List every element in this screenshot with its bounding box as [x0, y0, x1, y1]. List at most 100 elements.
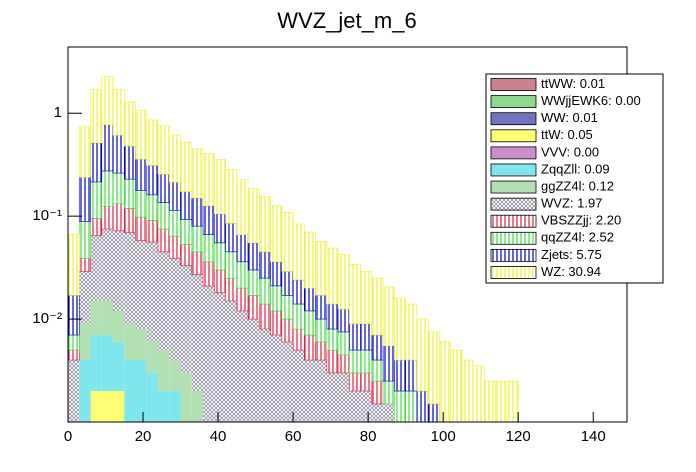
histogram-bar [225, 277, 238, 302]
histogram-bar [315, 240, 328, 296]
histogram-bar [225, 223, 238, 253]
histogram-bar [371, 334, 384, 361]
histogram-bar [382, 345, 395, 382]
histogram-bar [191, 225, 204, 253]
histogram-bar [304, 310, 316, 336]
histogram-bar [326, 349, 339, 374]
histogram-bar [202, 205, 215, 236]
histogram-bar [247, 269, 260, 296]
histogram-bar [371, 359, 384, 382]
histogram-bar [247, 242, 260, 271]
histogram-bar [90, 181, 103, 219]
histogram-bar [135, 240, 147, 330]
histogram-bar [281, 318, 294, 343]
histogram-bar [281, 271, 294, 296]
histogram-bar [315, 341, 328, 361]
histogram-bar [180, 191, 193, 220]
histogram-bar [450, 349, 463, 423]
legend-text: ggZZ4l: 0.12 [541, 178, 614, 193]
legend-swatch [490, 95, 537, 109]
histogram-bar [247, 188, 260, 244]
histogram-bar [180, 244, 193, 267]
histogram-bar [78, 126, 91, 178]
histogram-bar [90, 235, 102, 301]
histogram-bar [135, 216, 148, 241]
histogram-bar [67, 295, 80, 336]
histogram-bar [169, 258, 181, 361]
histogram-bar [79, 323, 91, 361]
histogram-bar [349, 323, 361, 351]
chart-title: WVZ_jet_m_6 [277, 8, 416, 33]
legend-swatch [490, 78, 537, 91]
histogram-bar [101, 229, 114, 301]
histogram-bar [191, 148, 204, 199]
histogram-bar [326, 372, 339, 422]
x-tick-label: 40 [210, 428, 227, 445]
histogram-bar [270, 310, 283, 336]
legend-text: VBSZZjj: 2.20 [541, 213, 621, 228]
legend-swatch [490, 214, 537, 228]
histogram-bar [158, 251, 170, 351]
histogram-bar [202, 261, 215, 287]
histogram-bar [349, 264, 361, 325]
histogram-bar [135, 110, 148, 160]
histogram-bar [191, 274, 204, 392]
y-tick-label: 10⁻² [32, 310, 62, 327]
histogram-bar [101, 335, 114, 392]
histogram-bar [146, 194, 159, 221]
histogram-bar [461, 359, 474, 423]
histogram-bar [124, 360, 136, 422]
histogram-bar [214, 269, 226, 294]
histogram-bar [169, 360, 181, 392]
histogram-bar [123, 101, 136, 147]
histogram-bar [113, 341, 125, 392]
histogram-bar [281, 295, 294, 320]
histogram-bar [405, 390, 418, 423]
x-tick-label: 0 [64, 428, 72, 445]
histogram-bar [292, 223, 305, 281]
histogram-bar [113, 230, 125, 311]
histogram-bar [259, 277, 271, 305]
histogram-bar [123, 208, 136, 234]
histogram-bar [405, 303, 418, 361]
legend-swatch [490, 129, 537, 143]
y-tick-label: 10⁻¹ [32, 207, 62, 224]
histogram-bar [326, 303, 339, 330]
histogram-bar [135, 158, 148, 191]
histogram-bar [270, 205, 283, 263]
histogram-bar [146, 119, 159, 166]
histogram-bar [360, 323, 373, 351]
histogram-bar [484, 380, 496, 423]
histogram-bar [78, 221, 91, 259]
histogram-bar [123, 145, 136, 180]
histogram-bar [225, 251, 238, 279]
histogram-bar [146, 242, 159, 342]
histogram-bar [337, 354, 350, 374]
histogram-bar [214, 213, 226, 244]
histogram-bar [416, 318, 429, 392]
legend-text: VVV: 0.00 [541, 144, 599, 159]
histogram-bar [112, 172, 125, 205]
x-tick-label: 20 [135, 428, 152, 445]
histogram-bar [191, 391, 204, 422]
histogram-bar [135, 360, 147, 422]
x-tick-label: 140 [581, 428, 606, 445]
histogram-bar [90, 142, 103, 183]
histogram-bar [191, 197, 204, 227]
legend-text: ttWW: 0.01 [541, 76, 605, 91]
histogram-bar [259, 251, 271, 279]
x-tick-label: 100 [431, 428, 456, 445]
histogram-bar [79, 271, 91, 324]
histogram-bar [180, 219, 193, 245]
histogram-bar [315, 318, 328, 343]
histogram-bar [337, 308, 350, 333]
legend-swatch [490, 231, 537, 245]
histogram-bar [123, 178, 136, 209]
histogram-bar [90, 218, 103, 236]
histogram-bar [236, 261, 249, 289]
histogram-bar [236, 287, 249, 312]
histogram-bar [281, 211, 294, 272]
x-tick-label: 80 [360, 428, 377, 445]
histogram-bar [68, 360, 80, 422]
